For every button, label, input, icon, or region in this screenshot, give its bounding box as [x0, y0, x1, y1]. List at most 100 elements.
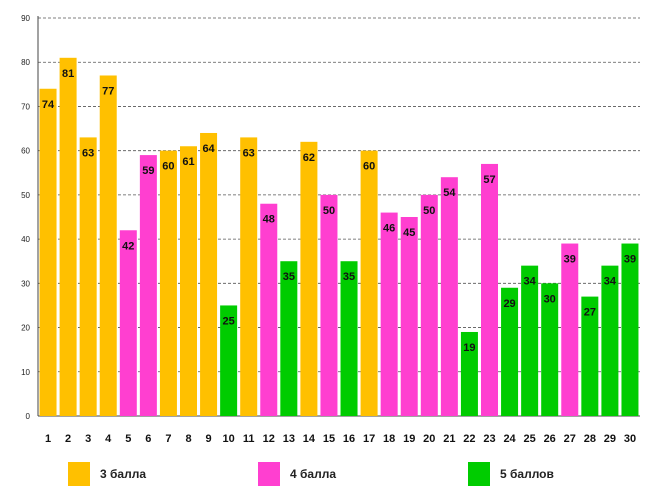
legend-swatch-3 — [68, 462, 90, 486]
x-tick-label: 6 — [145, 433, 151, 445]
y-tick-label: 50 — [21, 191, 30, 200]
y-tick-label: 40 — [21, 235, 30, 244]
chart-canvas: 0102030405060708090741812633774425596607… — [21, 14, 640, 445]
data-label: 50 — [323, 205, 335, 217]
data-label: 61 — [182, 156, 194, 168]
bar — [541, 283, 559, 416]
data-label: 50 — [423, 205, 435, 217]
legend-label-5: 5 баллов — [500, 467, 554, 481]
x-tick-label: 9 — [206, 433, 212, 445]
y-tick-label: 10 — [21, 368, 30, 377]
bar — [400, 217, 418, 416]
data-label: 54 — [443, 187, 456, 199]
x-tick-label: 30 — [624, 433, 636, 445]
x-tick-label: 5 — [125, 433, 131, 445]
bar — [440, 177, 458, 416]
x-tick-label: 2 — [65, 433, 71, 445]
x-tick-label: 16 — [343, 433, 355, 445]
data-label: 27 — [584, 307, 596, 319]
x-tick-label: 7 — [165, 433, 171, 445]
data-label: 59 — [142, 165, 154, 177]
bar — [240, 137, 258, 416]
bar — [621, 243, 639, 416]
x-tick-label: 10 — [223, 433, 235, 445]
legend-item-3: 3 балла — [68, 462, 146, 486]
bar — [380, 212, 398, 416]
x-tick-label: 13 — [283, 433, 295, 445]
bar — [119, 230, 137, 416]
data-label: 74 — [42, 99, 55, 111]
x-tick-label: 19 — [403, 433, 415, 445]
bar — [581, 296, 599, 416]
bar — [360, 150, 378, 416]
data-label: 39 — [624, 254, 636, 266]
y-tick-label: 20 — [21, 324, 30, 333]
bar — [200, 132, 218, 416]
legend-swatch-4 — [258, 462, 280, 486]
y-tick-label: 0 — [26, 412, 31, 421]
data-label: 63 — [82, 147, 94, 159]
bar — [79, 137, 97, 416]
data-label: 30 — [544, 293, 556, 305]
data-label: 42 — [122, 240, 134, 252]
bar — [340, 261, 358, 416]
data-label: 57 — [483, 174, 495, 186]
bar — [561, 243, 579, 416]
bar — [159, 150, 177, 416]
data-label: 60 — [162, 161, 174, 173]
data-label: 25 — [223, 315, 235, 327]
x-tick-label: 25 — [524, 433, 536, 445]
data-label: 48 — [263, 214, 275, 226]
x-tick-label: 11 — [243, 433, 255, 445]
bar — [280, 261, 298, 416]
bar — [460, 331, 478, 416]
x-tick-label: 26 — [544, 433, 556, 445]
x-tick-label: 14 — [303, 433, 316, 445]
data-label: 64 — [202, 143, 215, 155]
data-label: 39 — [564, 254, 576, 266]
data-label: 46 — [383, 223, 395, 235]
data-label: 81 — [62, 68, 74, 80]
bar — [501, 287, 519, 416]
data-label: 35 — [283, 271, 295, 283]
legend-label-4: 4 балла — [290, 467, 337, 481]
x-tick-label: 20 — [423, 433, 435, 445]
bar — [601, 265, 619, 416]
x-tick-label: 18 — [383, 433, 395, 445]
bar — [180, 146, 197, 416]
x-tick-label: 21 — [443, 433, 455, 445]
data-label: 34 — [604, 276, 617, 288]
data-label: 29 — [503, 298, 515, 310]
data-label: 62 — [303, 152, 315, 164]
y-tick-label: 70 — [21, 102, 30, 111]
bar — [220, 305, 238, 416]
legend-item-4: 4 балла — [258, 462, 336, 486]
bar — [320, 194, 338, 416]
bar — [260, 203, 278, 416]
x-tick-label: 8 — [185, 433, 191, 445]
x-tick-label: 27 — [564, 433, 576, 445]
legend-item-5: 5 баллов — [468, 462, 554, 486]
y-tick-label: 60 — [21, 147, 30, 156]
bar — [139, 155, 157, 417]
data-label: 19 — [463, 342, 475, 354]
data-label: 63 — [243, 147, 255, 159]
x-tick-label: 15 — [323, 433, 335, 445]
x-tick-label: 4 — [105, 433, 112, 445]
data-label: 35 — [343, 271, 355, 283]
data-label: 34 — [524, 276, 537, 288]
x-tick-label: 29 — [604, 433, 616, 445]
x-tick-label: 23 — [483, 433, 495, 445]
bar — [59, 57, 77, 417]
x-tick-label: 3 — [85, 433, 91, 445]
x-tick-label: 22 — [463, 433, 475, 445]
data-label: 77 — [102, 85, 114, 97]
legend-label-3: 3 балла — [100, 467, 147, 481]
y-tick-label: 30 — [21, 279, 30, 288]
x-tick-label: 28 — [584, 433, 596, 445]
x-tick-label: 12 — [263, 433, 275, 445]
data-label: 45 — [403, 227, 415, 239]
bar — [300, 141, 318, 417]
bar — [420, 194, 438, 416]
